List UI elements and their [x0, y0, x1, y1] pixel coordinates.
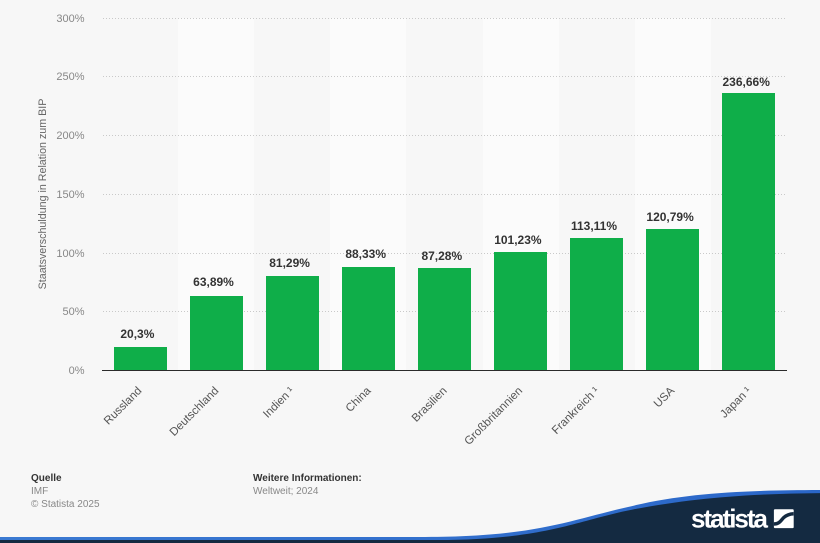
svg-text:statista: statista: [691, 504, 769, 534]
